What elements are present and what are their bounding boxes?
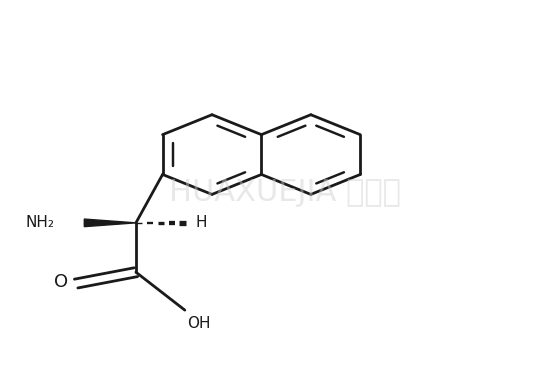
Polygon shape: [85, 219, 136, 227]
Text: HUAXUEJIA 化学加: HUAXUEJIA 化学加: [170, 178, 401, 207]
Text: H: H: [195, 214, 207, 229]
Text: OH: OH: [188, 316, 211, 331]
Text: O: O: [54, 273, 68, 291]
Text: NH₂: NH₂: [25, 214, 54, 229]
